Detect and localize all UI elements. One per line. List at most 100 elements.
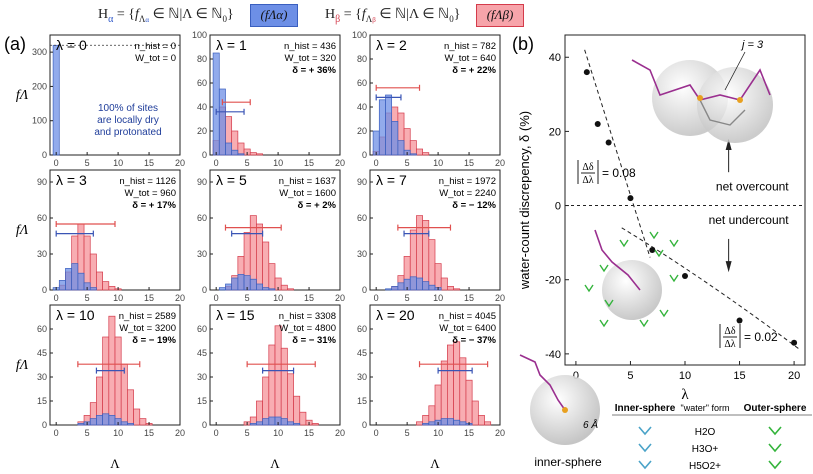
water-molecule (639, 319, 649, 328)
x-tick-label: 20 (335, 158, 345, 168)
lambda-label: λ = 1 (216, 37, 247, 53)
beta-bar (422, 220, 430, 291)
y-tick-label: 60 (357, 213, 367, 223)
y-tick-label: 100 (32, 116, 47, 126)
x-tick-label: 10 (273, 293, 283, 303)
beta-bar (311, 423, 319, 426)
beta-bar (139, 418, 147, 426)
beta-bar (262, 376, 270, 426)
w-tot-value: W_tot = 2240 (439, 188, 496, 199)
delta-value: δ = + 36% (292, 65, 336, 76)
y-axis-label: fΛ (16, 88, 29, 103)
delta-value: δ = + 17% (132, 200, 176, 211)
beta-bar (416, 148, 423, 156)
y-tick-label: 45 (37, 348, 47, 358)
y-tick-label: 60 (357, 78, 367, 88)
lambda-label: λ = 2 (376, 37, 407, 53)
water-molecule (604, 299, 614, 308)
inner-form-icon (638, 426, 652, 436)
alpha-bar (225, 283, 233, 291)
water-molecule (599, 264, 609, 273)
beta-bar (274, 325, 282, 426)
beta-bar (89, 253, 97, 291)
beta-bar (293, 395, 301, 426)
x-tick-label: 10 (433, 428, 443, 438)
beta-bar (484, 421, 492, 426)
table-inner-header: Inner-sphere (615, 403, 676, 414)
polymer-chain (594, 229, 641, 291)
water-molecule (649, 231, 659, 240)
x-tick-label: 15 (304, 428, 314, 438)
y-tick-label: -40 (545, 349, 561, 361)
n-hist-value: n_hist = 1126 (119, 176, 176, 187)
x-tick-label: 5 (245, 158, 250, 168)
y-tick-label: 300 (32, 47, 47, 57)
y-axis-label: fΛ (16, 358, 29, 373)
sulfonate (562, 407, 568, 413)
x-tick-label: 10 (113, 158, 123, 168)
frac-den: Δλ (582, 175, 593, 186)
slope-lower-label: Δδ Δλ = 0.02 (719, 324, 778, 350)
n-hist-value: n_hist = 1972 (439, 176, 496, 187)
panel-a-label: (a) (4, 34, 26, 54)
alpha-bar (108, 415, 116, 426)
beta-bar (287, 288, 294, 291)
alpha-definition: Hα = {fΛα ∈ ℕ|Λ ∈ ℕ0} (98, 7, 234, 25)
beta-bar (434, 384, 442, 426)
alpha-bar (262, 287, 270, 291)
water-molecule (619, 239, 629, 248)
alpha-bar (268, 416, 276, 426)
y-tick-label: 40 (197, 102, 207, 112)
y-tick-label: 60 (197, 213, 207, 223)
water-molecule (669, 239, 679, 248)
alpha-bar (231, 277, 239, 291)
alpha-bar (96, 415, 103, 426)
beta-bar (268, 344, 276, 426)
alpha-bar (268, 288, 276, 291)
x-tick-label: 0 (54, 428, 59, 438)
beta-bar (428, 239, 436, 291)
beta-bar (280, 347, 288, 426)
water-molecule (654, 249, 664, 258)
water-molecule (599, 319, 609, 328)
y-tick-label: 20 (549, 126, 561, 138)
histogram-panel-10: 0 5 10 15 20 0 15 30 45 60 λ = 10 n_hist = 2589W_to… (16, 304, 185, 471)
dry-note-line: are locally dry (97, 115, 159, 126)
beta-bar (108, 286, 116, 291)
beta-bar (96, 271, 103, 291)
net-undercount-label: net undercount (709, 213, 790, 227)
alpha-bar (397, 140, 405, 156)
n-hist-value: n_hist = 3308 (279, 311, 336, 322)
alpha-bar (459, 421, 467, 426)
alpha-bar (237, 153, 245, 156)
x-tick-label: 15 (464, 293, 474, 303)
lambda-label: λ = 5 (216, 172, 247, 188)
x-tick-label: 15 (144, 158, 154, 168)
alpha-bar (77, 272, 85, 291)
x-tick-label: 0 (374, 293, 379, 303)
y-tick-label: 100 (192, 30, 207, 40)
sphere (697, 67, 773, 143)
beta-bar (440, 277, 448, 291)
outer-form-icon (768, 426, 782, 436)
alpha-bar (225, 142, 233, 156)
x-tick-label: 5 (245, 293, 250, 303)
fit-line-upper (584, 49, 651, 258)
frac-num: Δδ (582, 162, 593, 173)
x-tick-label: 0 (374, 158, 379, 168)
x-tick-label: 20 (175, 293, 185, 303)
x-tick-label: 20 (788, 370, 800, 382)
water-molecule (659, 309, 669, 318)
j-label: j = 3 (740, 39, 764, 51)
j-pointer (724, 51, 746, 91)
x-tick-label: 20 (495, 428, 505, 438)
alpha-bar (385, 288, 393, 291)
alpha-bar (428, 421, 436, 426)
x-tick-label: 10 (113, 293, 123, 303)
x-tick-label: 5 (85, 428, 90, 438)
histogram-panel-20: 0 5 10 15 20 0 15 30 45 60 λ = 20 n_hist = 4045W_to… (357, 304, 505, 471)
alpha-bar (127, 423, 134, 426)
y-axis-label: water-count discrepency, δ (%) (517, 111, 532, 290)
